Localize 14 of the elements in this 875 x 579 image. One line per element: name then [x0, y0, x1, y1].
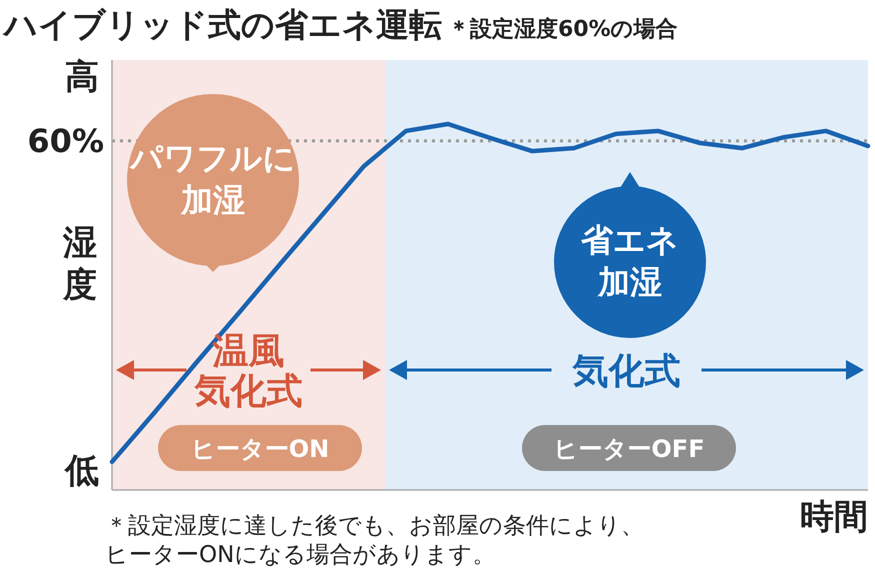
chart-title: ハイブリッド式の省エネ運転: [2, 5, 442, 44]
text: 低: [63, 451, 99, 491]
text: ＊設定湿度に達した後でも、お部屋の条件により、ヒーターONになる場合があります。: [105, 513, 644, 568]
x-axis-title: 時間: [800, 497, 868, 537]
annotation: ヒーターOFF: [553, 435, 705, 463]
text: 高: [65, 57, 99, 97]
chart-subtitle: ＊設定湿度60%の場合: [448, 16, 678, 42]
annotation: 温風気化式: [194, 331, 302, 412]
y-axis-title: 湿度: [62, 223, 97, 305]
annotation: ヒーターON: [190, 435, 330, 463]
annotation: パワフルに加湿: [128, 139, 296, 219]
annotation: 気化式: [572, 351, 680, 392]
annotation: 省エネ加湿: [580, 221, 679, 301]
text: 60%: [27, 122, 104, 160]
